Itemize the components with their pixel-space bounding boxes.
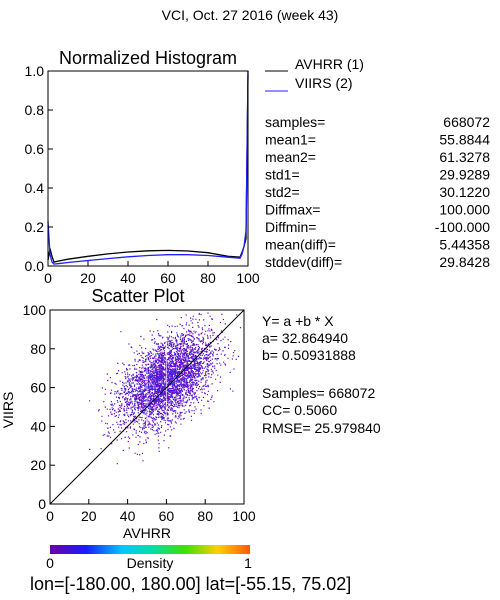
colorbar-min-label: 0 xyxy=(46,555,54,571)
regression-a: a= 32.864940 xyxy=(262,330,348,346)
stat-label: Diffmin= xyxy=(265,219,316,235)
histogram-xtick-label: 20 xyxy=(80,270,96,286)
stat-value: 30.1220 xyxy=(439,184,490,200)
stat-label: mean(diff)= xyxy=(265,237,336,253)
histogram-ytick-label: 0.6 xyxy=(25,141,45,157)
density-colorbar: 0 Density 1 xyxy=(46,545,252,571)
histogram-ytick-label: 0.0 xyxy=(25,258,45,274)
scatter-cc: CC= 0.5060 xyxy=(262,402,337,418)
scatter-ylabel: VIIRS xyxy=(0,392,16,429)
scatter-ytick-label: 60 xyxy=(30,380,46,396)
stat-value: 61.3278 xyxy=(439,149,490,165)
scatter-title: Scatter Plot xyxy=(91,286,184,306)
one-to-one-line xyxy=(49,309,245,505)
scatter-ytick-label: 100 xyxy=(23,302,47,318)
regression-equation: Y= a +b * X xyxy=(262,313,334,329)
stat-value: 668072 xyxy=(443,114,490,130)
legend-viirs-label: VIIRS (2) xyxy=(295,75,353,91)
histogram-series-viirs xyxy=(47,74,249,265)
histogram-xtick-label: 40 xyxy=(120,270,136,286)
scatter-ytick-label: 20 xyxy=(30,457,46,473)
scatter-point-cloud xyxy=(89,313,236,456)
stat-value: 29.8428 xyxy=(439,254,490,270)
histogram-series-avhrr xyxy=(47,70,249,263)
scatter-xtick-label: 60 xyxy=(159,508,175,524)
scatter-ytick-label: 80 xyxy=(30,341,46,357)
histogram-ytick-label: 0.4 xyxy=(25,180,45,196)
scatter-xtick-label: 40 xyxy=(120,508,136,524)
scatter-xtick-label: 20 xyxy=(81,508,97,524)
scatter-xtick-label: 80 xyxy=(197,508,213,524)
scatter-ytick-label: 0 xyxy=(38,496,46,512)
regression-b: b= 0.50931888 xyxy=(262,347,356,363)
colorbar-label: Density xyxy=(127,555,174,571)
stat-label: std1= xyxy=(265,167,300,183)
histogram-xtick-label: 100 xyxy=(236,270,260,286)
scatter-point-cloud xyxy=(98,317,242,462)
main-title: VCI, Oct. 27 2016 (week 43) xyxy=(162,7,339,23)
stat-label: samples= xyxy=(265,114,325,130)
histogram-legend: AVHRR (1) VIIRS (2) xyxy=(265,56,364,92)
scatter-rmse: RMSE= 25.979840 xyxy=(262,420,381,436)
stat-label: std2= xyxy=(265,184,300,200)
stat-label: Diffmax= xyxy=(265,202,320,218)
scatter-xtick-label: 100 xyxy=(232,508,256,524)
colorbar-max-label: 1 xyxy=(244,555,252,571)
scatter-xtick-label: 0 xyxy=(46,508,54,524)
colorbar-gradient xyxy=(50,545,250,554)
histogram-xtick-label: 60 xyxy=(160,270,176,286)
histogram-ytick-label: 0.2 xyxy=(25,219,45,235)
regression-info: Y= a +b * X a= 32.864940 b= 0.50931888 S… xyxy=(262,313,381,436)
histogram-ytick-label: 0.8 xyxy=(25,102,45,118)
stat-value: 55.8844 xyxy=(439,132,490,148)
histogram-xtick-label: 0 xyxy=(44,270,52,286)
legend-avhrr-label: AVHRR (1) xyxy=(295,56,364,72)
stat-label: mean1= xyxy=(265,132,316,148)
scatter-ytick-label: 40 xyxy=(30,418,46,434)
stat-value: 100.000 xyxy=(439,202,490,218)
histogram-stats: samples= 668072 mean1= 55.8844 mean2= 61.3278… xyxy=(265,114,490,270)
scatter-samples: Samples= 668072 xyxy=(262,385,375,401)
histogram-xtick-label: 80 xyxy=(200,270,216,286)
scatter-frame xyxy=(49,309,245,505)
scatter-plot: Scatter Plot 0 20 40 60 80 100 0 20 40 60 80 100 A… xyxy=(0,286,256,541)
stat-value: 29.9289 xyxy=(439,167,490,183)
lonlat-range: lon=[-180.00, 180.00] lat=[-55.15, 75.02… xyxy=(30,574,351,594)
stat-value: 5.44358 xyxy=(439,237,490,253)
scatter-point-cloud xyxy=(89,312,238,465)
histogram-title: Normalized Histogram xyxy=(59,48,237,68)
stat-label: stddev(diff)= xyxy=(265,254,342,270)
histogram-plot: Normalized Histogram 0 20 40 60 80 100 0.0 0.2… xyxy=(25,48,260,286)
scatter-xlabel: AVHRR xyxy=(123,525,171,541)
stat-label: mean2= xyxy=(265,149,316,165)
stat-value: -100.000 xyxy=(435,219,490,235)
histogram-frame xyxy=(47,70,249,267)
histogram-ytick-label: 1.0 xyxy=(25,63,45,79)
